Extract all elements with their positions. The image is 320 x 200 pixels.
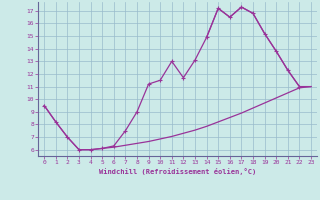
X-axis label: Windchill (Refroidissement éolien,°C): Windchill (Refroidissement éolien,°C): [99, 168, 256, 175]
